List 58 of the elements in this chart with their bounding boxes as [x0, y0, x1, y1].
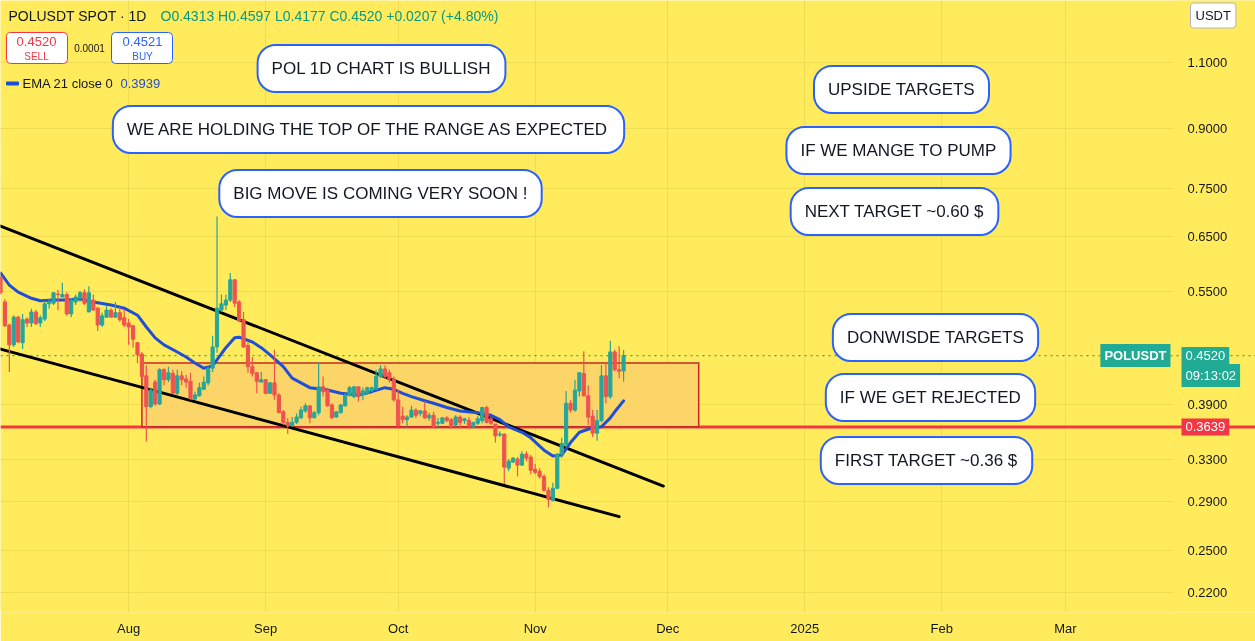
candlestick — [528, 454, 533, 475]
annotation: POL 1D CHART IS BULLISH — [271, 59, 491, 78]
candlestick — [69, 297, 74, 318]
ref-line-label: 0.4520 — [1185, 348, 1226, 364]
candlestick — [86, 285, 91, 313]
text: O0.4313 H0.4597 L0.4177 C0.4520 +0.0207 (+4.80%) — [160, 7, 499, 24]
annotation: IF WE GET REJECTED — [839, 388, 1021, 407]
candlestick — [64, 291, 69, 317]
y-tick-label: 1.1000 — [1187, 55, 1228, 71]
x-tick-label: Feb — [930, 620, 953, 636]
y-tick-label: 0.5500 — [1187, 283, 1228, 299]
y-tick-label: 0.2500 — [1187, 542, 1228, 558]
x-tick-label: Mar — [1054, 620, 1078, 636]
annotation: POLUSDT — [1104, 348, 1167, 364]
y-tick-label: 0.9000 — [1187, 121, 1228, 137]
annotation: SELL — [24, 51, 50, 62]
annotation: 0.3939 — [120, 76, 161, 91]
candlestick — [617, 345, 622, 379]
y-tick-label: 0.3300 — [1187, 451, 1228, 467]
line-series — [0, 271, 626, 458]
candlestick — [188, 372, 193, 401]
candlestick — [175, 369, 180, 396]
y-tick-label: 0.7500 — [1187, 181, 1228, 197]
candlestick — [515, 456, 520, 478]
annotation: DONWISDE TARGETS — [846, 328, 1024, 347]
candlestick — [29, 308, 34, 328]
annotation: 0.4520 — [16, 34, 57, 49]
candlestick — [20, 313, 25, 350]
y-tick-label: 0.2200 — [1187, 584, 1228, 600]
annotation: BUY — [132, 51, 154, 62]
annotation: WE ARE HOLDING THE TOP OF THE RANGE AS EXPECTED — [126, 120, 608, 139]
y-tick-label: 0.6500 — [1187, 228, 1228, 244]
annotation: IF WE MANGE TO PUMP — [800, 141, 997, 160]
annotation: BIG MOVE IS COMING VERY SOON ! — [233, 184, 528, 203]
annotation: UPSIDE TARGETS — [827, 80, 975, 99]
candlestick — [170, 369, 175, 395]
annotation: 0.4521 — [122, 34, 163, 49]
x-tick-label: Nov — [523, 620, 548, 636]
x-tick-label: Aug — [117, 620, 141, 636]
annotation: NEXT TARGET ~0.60 $ — [804, 202, 984, 221]
annotation: FIRST TARGET ~0.36 $ — [834, 451, 1018, 470]
annotation: USDT — [1195, 8, 1231, 23]
legend-label: EMA 21 close 0 — [22, 76, 113, 91]
y-tick-label: 0.2900 — [1187, 494, 1228, 510]
x-tick-label: 2025 — [790, 620, 820, 636]
annotation: 09:13:02 — [1185, 368, 1237, 384]
candlestick — [603, 362, 608, 404]
candlestick — [612, 349, 617, 372]
y-tick-label: 0.3900 — [1187, 396, 1228, 412]
candlestick — [148, 387, 153, 409]
annotation: 0.0001 — [74, 42, 106, 54]
candlestick — [153, 379, 158, 407]
x-tick-label: Oct — [388, 620, 409, 636]
x-tick-label: Sep — [254, 620, 278, 636]
ref-line-label: 0.3639 — [1185, 419, 1226, 435]
text: POLUSDT SPOT · 1D — [8, 7, 147, 24]
x-tick-label: Dec — [656, 620, 680, 636]
candlestick — [55, 289, 61, 311]
